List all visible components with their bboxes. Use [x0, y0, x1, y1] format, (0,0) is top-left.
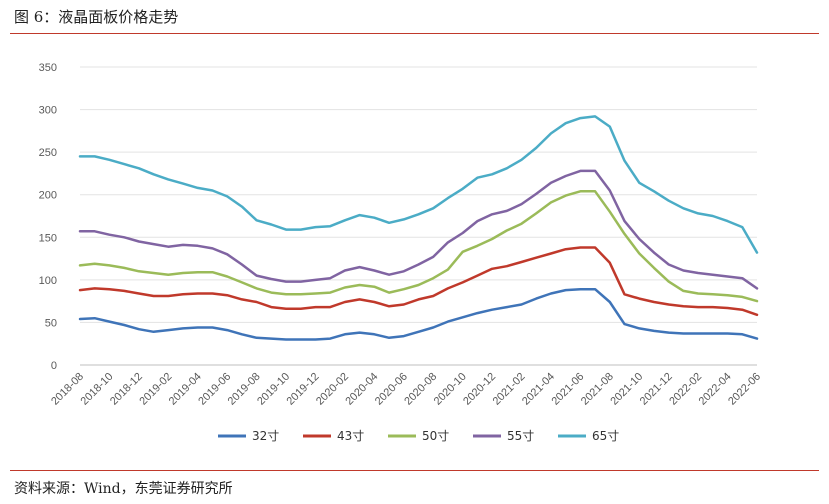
legend-item: 32寸 — [218, 429, 279, 443]
y-tick-label: 100 — [39, 275, 57, 287]
y-axis: 0 50 100 150 200 250 300 350 — [39, 62, 57, 372]
y-tick-label: 300 — [39, 105, 57, 117]
legend: 32寸 43寸 50寸 55寸 65寸 — [218, 429, 619, 443]
series-line-3 — [78, 190, 759, 303]
legend-item: 65寸 — [558, 429, 619, 443]
legend-item: 43寸 — [303, 429, 364, 443]
series-line-1 — [78, 287, 759, 341]
y-tick-label: 200 — [39, 190, 57, 202]
series-line-4 — [78, 169, 759, 290]
legend-label: 50寸 — [422, 429, 449, 443]
legend-label: 32寸 — [252, 429, 279, 443]
legend-item: 55寸 — [473, 429, 534, 443]
source-divider — [10, 470, 819, 471]
y-tick-label: 250 — [39, 147, 57, 159]
title-divider — [10, 33, 819, 34]
y-tick-label: 50 — [45, 317, 57, 329]
series-line-5 — [78, 115, 759, 254]
x-tick-label: 2022-06 — [726, 371, 763, 408]
source-note: 资料来源：Wind，东莞证券研究所 — [14, 481, 233, 497]
figure-title: 图 6：液晶面板价格走势 — [14, 8, 179, 26]
legend-item: 50寸 — [388, 429, 449, 443]
y-tick-label: 150 — [39, 232, 57, 244]
series-lines — [78, 115, 759, 341]
legend-label: 43寸 — [337, 429, 364, 443]
y-tick-label: 0 — [51, 360, 57, 372]
x-axis: 2018-082018-102018-122019-022019-042019-… — [49, 371, 763, 408]
y-tick-label: 350 — [39, 62, 57, 74]
grid-lines — [80, 66, 757, 366]
series-line-2 — [78, 246, 759, 317]
line-chart: 0 50 100 150 200 250 300 350 2018-082018-102018… — [39, 62, 763, 443]
legend-label: 65寸 — [592, 429, 619, 443]
legend-label: 55寸 — [507, 429, 534, 443]
